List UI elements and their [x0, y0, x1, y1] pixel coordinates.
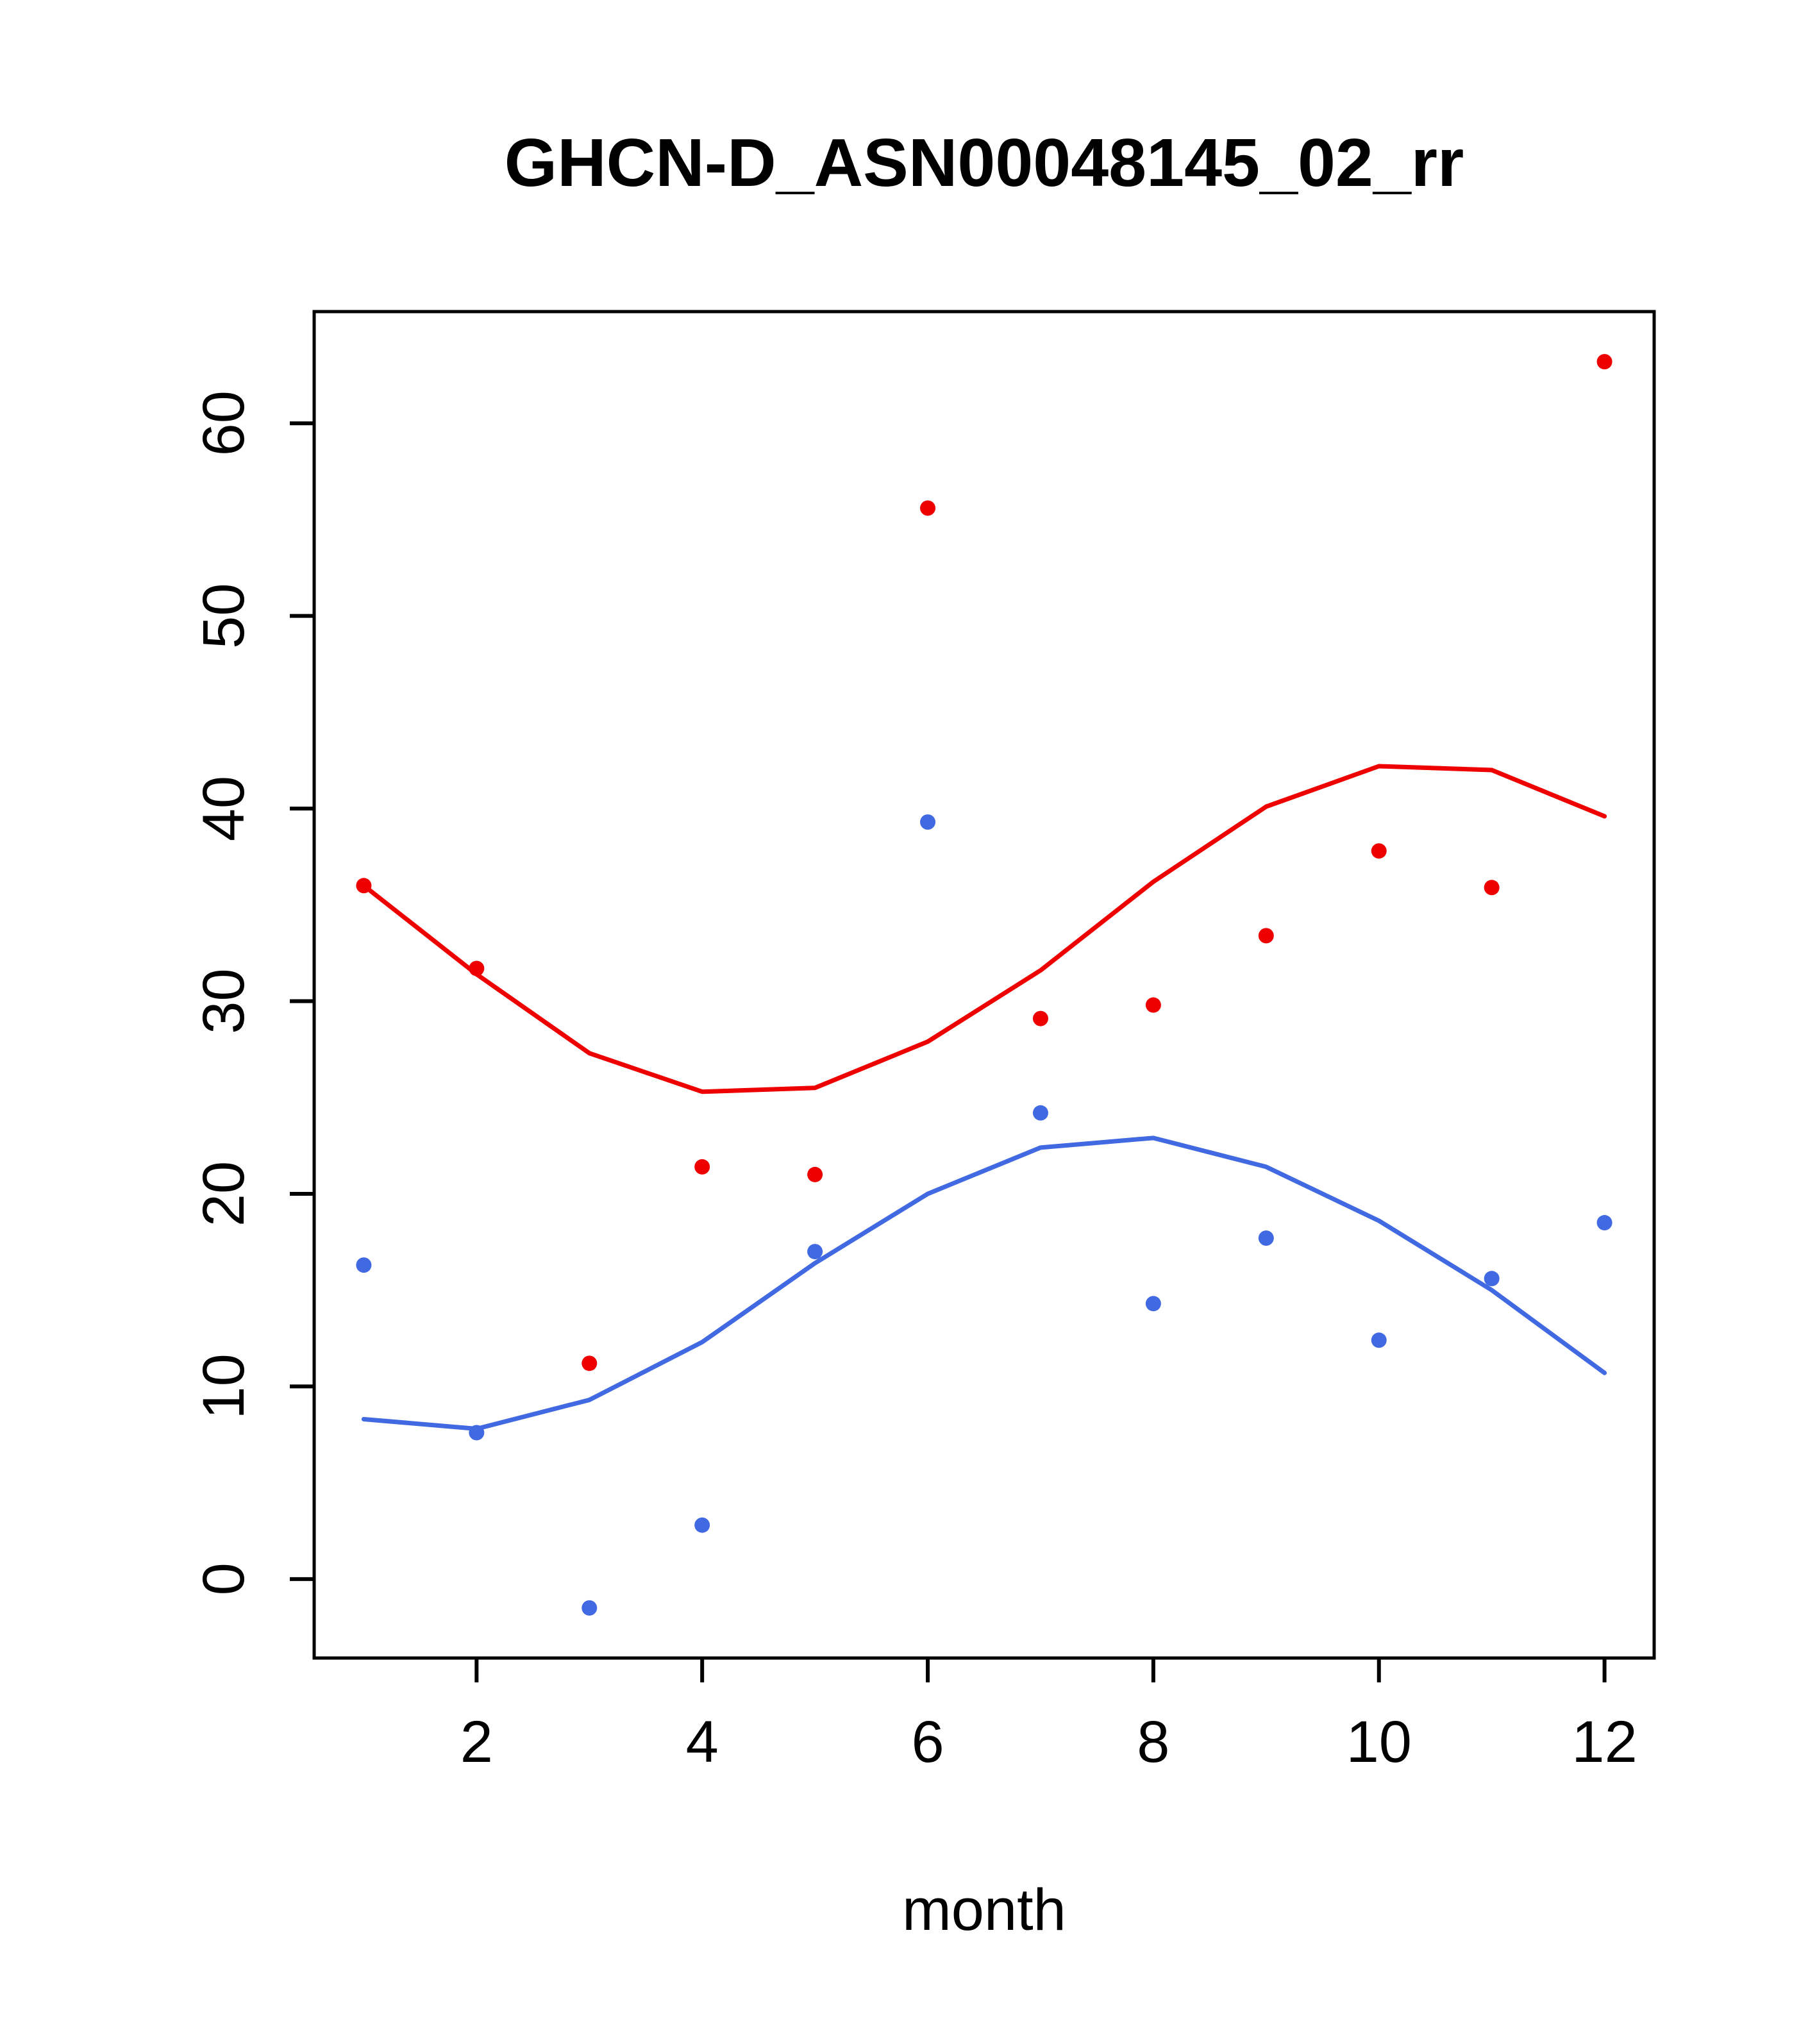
red-scatter-point [1596, 354, 1612, 370]
blue-scatter-point [1484, 1271, 1500, 1287]
red-scatter-point [920, 500, 936, 516]
red-scatter-point [1371, 843, 1387, 859]
red-scatter-point [1258, 928, 1274, 944]
x-tick-label: 6 [911, 1709, 944, 1775]
red-scatter-point [1032, 1010, 1048, 1026]
blue-scatter-point [1145, 1296, 1161, 1312]
red-scatter-point [807, 1166, 823, 1182]
blue-scatter-point [1258, 1230, 1274, 1246]
red-smooth-line [361, 764, 1607, 1094]
x-tick-label: 2 [460, 1709, 493, 1775]
y-tick-label: 0 [191, 1562, 256, 1595]
x-tick-label: 8 [1137, 1709, 1169, 1775]
blue-scatter-point [920, 814, 936, 830]
plot-box [312, 310, 1656, 1660]
red-scatter-point [1484, 880, 1500, 896]
blue-scatter-point [694, 1517, 710, 1533]
y-tick-label: 60 [191, 390, 256, 456]
red-scatter-point [1145, 997, 1161, 1013]
y-tick-label: 40 [191, 776, 256, 841]
y-tick-label: 30 [191, 968, 256, 1034]
y-tick-label: 10 [191, 1353, 256, 1419]
x-axis-title: month [902, 1877, 1066, 1943]
blue-scatter-point [1371, 1332, 1387, 1348]
y-tick-label: 50 [191, 583, 256, 649]
red-scatter-point [694, 1159, 710, 1175]
red-scatter-point [582, 1355, 598, 1371]
blue-scatter-point [582, 1600, 598, 1616]
x-tick-label: 10 [1346, 1709, 1412, 1775]
blue-smooth-line [361, 1135, 1607, 1431]
blue-scatter-point [1596, 1215, 1612, 1231]
blue-scatter-point [1032, 1105, 1048, 1121]
blue-scatter-point [807, 1244, 823, 1260]
x-tick-label: 12 [1571, 1709, 1637, 1775]
blue-scatter-point [356, 1257, 372, 1273]
y-tick-label: 20 [191, 1161, 256, 1227]
chart-title: GHCN-D_ASN00048145_02_rr [505, 125, 1464, 201]
x-tick-label: 4 [686, 1709, 719, 1775]
